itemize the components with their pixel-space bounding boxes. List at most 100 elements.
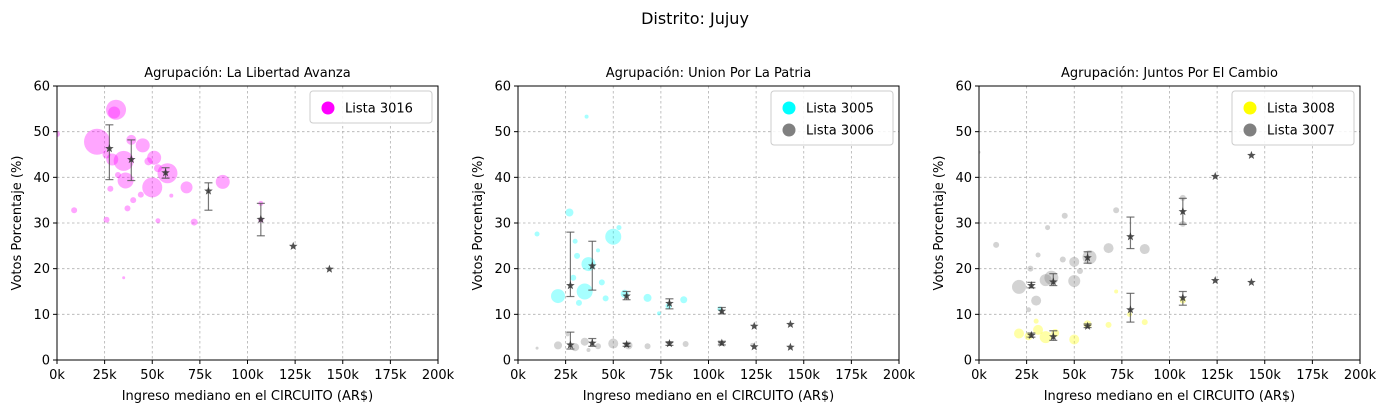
summary-star-marker (325, 264, 334, 273)
y-tick-label: 0 (964, 354, 972, 369)
summary-star-marker (749, 342, 759, 351)
legend-marker (321, 101, 335, 115)
data-point (572, 238, 578, 244)
y-tick-label: 10 (494, 308, 511, 323)
y-tick-label: 50 (494, 125, 511, 140)
y-axis-label: Votos Porcentaje (%) (932, 156, 947, 291)
data-point (180, 181, 193, 194)
data-point (1126, 311, 1132, 317)
data-point (102, 150, 111, 159)
legend-marker (782, 101, 796, 115)
data-point (1012, 279, 1027, 294)
data-point (551, 289, 566, 304)
y-tick-label: 60 (955, 80, 972, 95)
plot-area (57, 99, 334, 280)
summary-star-marker (1049, 332, 1058, 341)
data-point (1026, 307, 1032, 313)
data-point (142, 177, 163, 198)
data-point (575, 299, 582, 306)
data-point (576, 283, 593, 300)
legend-label: Lista 3006 (806, 124, 874, 139)
legend-label: Lista 3007 (1267, 124, 1335, 139)
summary-star-marker (204, 186, 213, 195)
y-tick-label: 30 (494, 217, 511, 232)
data-point (993, 241, 1000, 248)
summary-star-marker (1247, 277, 1256, 287)
x-tick-label: 175k (374, 368, 407, 383)
x-tick-label: 100k (1153, 368, 1186, 383)
data-point (190, 218, 198, 226)
data-point (1139, 244, 1150, 255)
data-point (153, 164, 162, 173)
data-point (137, 191, 144, 198)
data-point (595, 343, 602, 350)
data-point (1027, 265, 1034, 272)
y-tick-label: 40 (33, 171, 50, 186)
data-point (1033, 324, 1044, 335)
x-tick-label: 25k (1015, 368, 1040, 383)
x-tick-label: 125k (279, 368, 312, 383)
data-point (1103, 243, 1114, 254)
legend-label: Lista 3005 (806, 102, 874, 117)
data-point (57, 130, 60, 137)
data-point (1069, 334, 1080, 345)
data-point (1039, 331, 1052, 344)
x-tick-label: 0k (49, 368, 65, 383)
data-point (1035, 252, 1041, 258)
y-tick-label: 20 (955, 262, 972, 277)
summary-star-marker (161, 168, 170, 177)
summary-star-marker (1210, 276, 1220, 285)
panel-title: Agrupación: Juntos Por El Cambio (1061, 66, 1278, 81)
data-point (147, 150, 162, 165)
data-point (1031, 295, 1042, 306)
legend-label: Lista 3016 (345, 102, 413, 117)
data-point (1069, 256, 1080, 267)
panel-title: Agrupación: La Libertad Avanza (144, 66, 350, 81)
data-point (554, 341, 563, 350)
x-tick-label: 0k (971, 368, 987, 383)
y-tick-label: 50 (955, 125, 972, 140)
summary-star-marker (717, 306, 727, 315)
data-point (535, 346, 539, 350)
summary-star-marker (622, 339, 631, 349)
data-point (114, 172, 121, 179)
x-tick-label: 50k (140, 368, 165, 383)
legend-marker (1243, 123, 1257, 137)
data-point (602, 295, 609, 302)
y-tick-label: 60 (33, 80, 50, 95)
chart-panel-1: 0k 25k 50k 75k 100k 125k 150k 175k 200k 0 10 20 30 40… (10, 66, 455, 404)
y-tick-label: 30 (33, 217, 50, 232)
data-point (215, 174, 230, 189)
summary-star-marker (1049, 277, 1058, 286)
summary-star-marker (1126, 232, 1135, 241)
data-point (108, 106, 121, 119)
x-tick-label: 75k (188, 368, 213, 383)
x-axis-label: Ingreso mediano en el CIRCUITO (AR$) (583, 389, 835, 404)
data-point (106, 99, 127, 120)
data-point (580, 337, 589, 346)
x-tick-label: 50k (1062, 368, 1087, 383)
summary-star-marker (288, 241, 298, 250)
y-axis-label: Votos Porcentaje (%) (10, 156, 25, 291)
summary-star-marker (566, 340, 575, 349)
x-tick-label: 100k (231, 368, 264, 383)
summary-star-marker (256, 214, 266, 223)
summary-star-marker (786, 342, 795, 351)
x-tick-label: 175k (835, 368, 868, 383)
data-point (616, 225, 622, 231)
x-tick-label: 200k (883, 368, 916, 383)
data-point (124, 205, 131, 212)
chart-panel-3: 0k 25k 50k 75k 100k 125k 150k 175k 200k 0 10 20 30 40… (932, 66, 1377, 404)
data-point (71, 207, 78, 214)
data-point (1141, 319, 1148, 326)
legend: Lista 3008 Lista 3007 (1231, 90, 1355, 146)
x-tick-label: 50k (601, 368, 626, 383)
data-point (144, 157, 153, 166)
y-tick-label: 30 (955, 217, 972, 232)
data-point (643, 293, 652, 302)
data-point (1045, 225, 1051, 231)
y-tick-label: 40 (955, 171, 972, 186)
data-point (1068, 274, 1081, 287)
y-tick-label: 10 (955, 308, 972, 323)
